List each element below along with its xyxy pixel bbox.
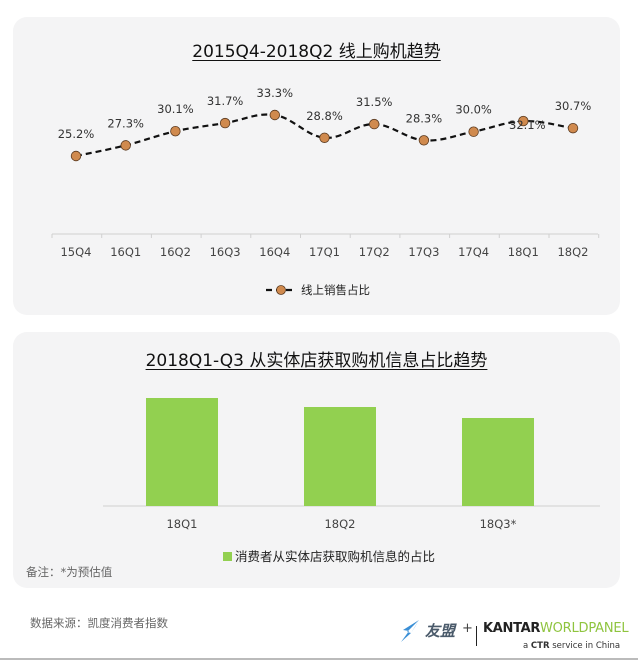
x-tick-label: 18Q3* [480,517,517,531]
data-point-label: 25.2% [58,127,95,141]
bar-chart: 18Q1 18Q2 18Q3* 消费者从实体店获取购机信息的占比 [103,398,600,564]
bar [304,407,376,506]
x-tick-label: 18Q1 [166,517,197,531]
data-point-marker [468,126,479,137]
data-point-marker [518,115,529,127]
x-tick-label: 18Q2 [324,517,355,531]
data-point-label: 31.5% [356,95,393,109]
data-point-label: 33.3% [257,86,294,100]
online-purchase-trend-card: 2015Q4-2018Q2 线上购机趋势 [13,17,620,315]
data-point-marker [319,132,330,143]
brand-logos: 友盟 + KANTAR WORLDPANEL a CTR service in … [395,616,635,656]
x-tick-label: 17Q1 [309,245,340,259]
data-source: 数据来源：凯度消费者指数 [30,616,168,630]
data-point-label: 27.3% [107,116,144,130]
legend-label: 线上销售占比 [301,283,370,297]
data-point-label: 30.1% [157,102,194,116]
x-tick-label: 16Q1 [110,245,141,259]
data-point-marker [567,122,579,134]
line-legend: 线上销售占比 [266,283,370,297]
x-tick-label: 18Q1 [508,245,539,259]
youmeng-logo-text: 友盟 [425,622,456,640]
data-point-label: 28.3% [406,111,443,125]
estimate-note: 备注：*为预估值 [26,565,113,579]
legend-swatch-icon [223,552,232,561]
data-point-marker [418,135,430,146]
bar [462,418,534,506]
data-point-label: 32.1% [509,118,546,132]
youmeng-bird-icon [401,620,419,642]
legend-marker-icon [276,285,286,295]
ctr-tagline: a CTR service in China [523,641,621,651]
data-point-marker [369,118,380,130]
bar [146,398,218,506]
x-tick-label: 15Q4 [60,245,91,259]
line-chart: 15Q4 16Q1 16Q2 16Q3 16Q4 17Q1 17Q2 17Q3 17Q4 18Q1… [51,86,600,297]
data-point-marker [170,125,181,137]
x-tick-label: 16Q3 [210,245,241,259]
legend-label: 消费者从实体店获取购机信息的占比 [235,549,435,564]
x-tick-label: 17Q2 [359,245,390,259]
data-point-label: 30.7% [555,99,592,113]
bar-chart-title: 2018Q1-Q3 从实体店获取购机信息占比趋势 [145,351,488,371]
x-tick-label: 16Q4 [259,245,290,259]
line-chart-title: 2015Q4-2018Q2 线上购机趋势 [192,42,441,62]
data-point-label: 31.7% [207,94,244,108]
bar-legend: 消费者从实体店获取购机信息的占比 [223,549,435,564]
data-point-label: 30.0% [455,103,492,117]
logo-plus: + [462,621,473,636]
kantar-logo-text: KANTAR [483,621,541,636]
data-point-marker [269,109,281,121]
logo-divider [476,626,477,646]
x-tick-label: 17Q3 [408,245,439,259]
worldpanel-logo-text: WORLDPANEL [540,621,629,636]
data-point-label: 28.8% [306,109,343,123]
bottom-divider [0,658,638,660]
data-point-marker [70,150,82,162]
x-tick-label: 18Q2 [557,245,588,259]
data-point-marker [219,117,231,129]
x-tick-label: 17Q4 [458,245,489,259]
x-tick-label: 16Q2 [160,245,191,259]
data-point-marker [120,140,131,151]
